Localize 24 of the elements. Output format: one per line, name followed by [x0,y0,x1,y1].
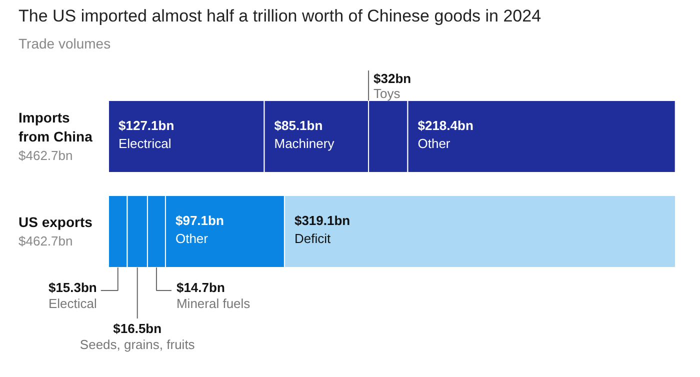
y-tick-label: US exports [18,214,93,230]
data-label: $16.5bn [113,321,162,336]
chart-title: The US imported almost half a trillion worth of Chinese goods in 2024 [18,6,542,26]
text: Mineral fuels [176,296,251,311]
data-label: $32bn [374,71,412,86]
data-label: $319.1bn [294,213,350,228]
text: Electical [48,296,97,311]
total-label: $462.7bn [18,148,73,163]
annotation: Other [175,231,209,246]
data-label: $15.3bn [48,280,97,295]
y-tick-label: Imports from China [18,110,93,144]
data-label: $127.1bn [118,118,174,133]
text: Seeds, grains, fruits [80,337,196,352]
annotation: Machinery [274,136,335,151]
chart-subtitle: Trade volumes [18,36,111,52]
annotation: Electrical [118,136,172,151]
annotation: Other [418,136,451,151]
data-label: $85.1bn [274,118,323,133]
data-label: $14.7bn [176,280,225,295]
data-label: $218.4bn [418,118,474,133]
annotation: Deficit [294,231,331,246]
total-label: $462.7bn [18,234,73,248]
annotation: Toys [374,86,401,101]
data-label: $97.1bn [175,213,224,228]
